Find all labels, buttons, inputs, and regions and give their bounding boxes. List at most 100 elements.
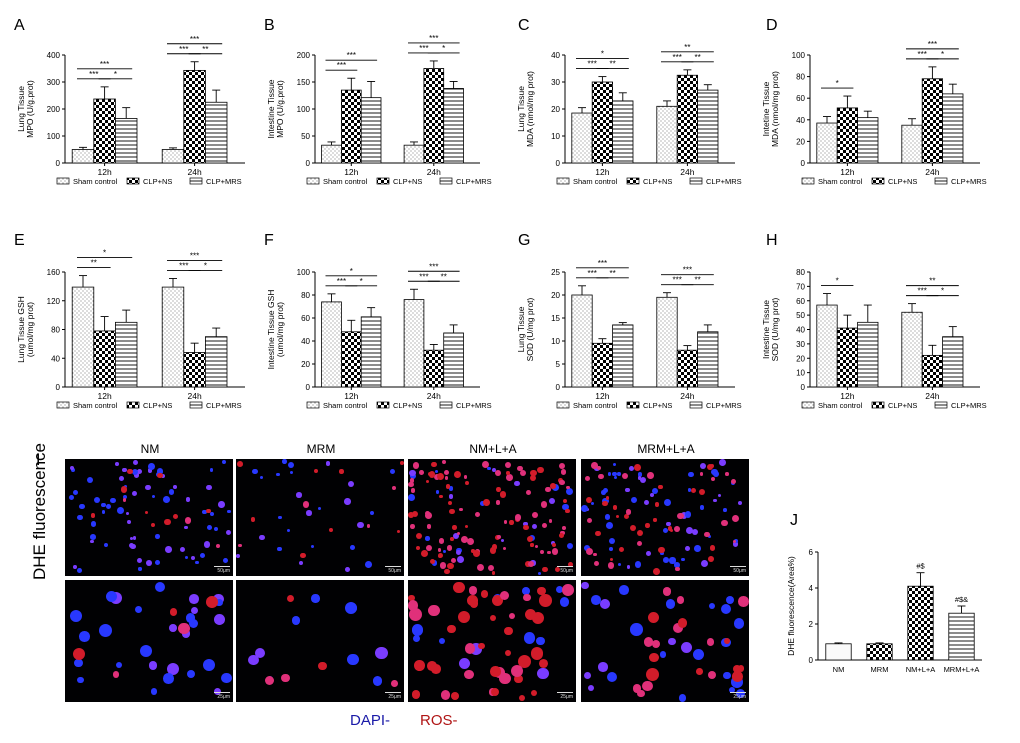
ros-cell [500,491,507,498]
ros-cell [523,524,529,531]
dapi-cell [163,673,174,684]
dapi-cell [106,590,118,602]
ros-cell [524,609,536,621]
dapi-cell [145,559,152,566]
ros-cell [618,546,625,553]
ros-cell [112,671,120,679]
ros-cell [464,525,468,529]
x-tick-label: 12h [98,391,112,401]
y-axis-label: DHE fluorescence(Area%) [786,556,796,656]
ros-cell [444,568,450,575]
dapi-cell [103,542,108,547]
ros-cell [464,669,475,680]
dapi-cell [680,511,688,519]
significance-label: * [941,287,944,296]
y-tick-label: 20 [551,291,560,300]
significance-label: *** [928,40,937,49]
legend-swatch [126,177,140,185]
legend-label: CLP+MRS [456,177,492,186]
ros-cell [584,475,591,482]
ros-cell [506,474,513,481]
scale-label: 25μm [560,694,573,700]
dapi-cell [523,521,528,527]
dapi-cell [411,624,424,636]
ros-cell [452,525,457,530]
dapi-cell [132,536,137,540]
significance-label: ** [441,272,447,281]
dapi-cell [665,599,675,609]
ros-cell [551,548,559,555]
dapi-cell [147,467,153,473]
dapi-cell [134,605,142,613]
legend-swatch [801,177,815,185]
dapi-cell [581,505,589,512]
x-tick-label: MRM+L+A [944,665,980,674]
legend-label: Sham control [73,401,118,410]
ros-cell [645,523,650,528]
dapi-cell [147,462,155,470]
dapi-cell [105,504,111,509]
y-axis-label: Intestine Tissue [761,300,771,359]
ros-cell [496,487,502,492]
dapi-cell [625,488,630,493]
dapi-cell [701,559,709,567]
dapi-cell [185,613,196,623]
y-tick-label: 160 [47,268,61,277]
dapi-cell [733,618,745,629]
ros-cell [602,500,608,507]
dapi-cell [630,497,637,504]
dapi-cell [115,661,122,668]
dapi-cell [79,631,90,642]
legend-label: CLP+MRS [951,401,987,410]
significance-label: *** [179,45,188,54]
dapi-cell [357,522,364,529]
ros-cell [517,465,524,472]
ros-cell [495,500,501,505]
ros-cell [397,529,401,533]
ros-cell [468,586,478,595]
ros-cell [476,563,484,571]
ros-cell [585,496,593,504]
significance-label: *** [347,51,356,60]
legend-label: CLP+MRS [206,177,242,186]
dapi-cell [567,543,574,550]
ros-cell [605,496,610,500]
dapi-cell [374,646,388,660]
y-tick-label: 50 [301,132,310,141]
significance-label: * [836,79,839,88]
ros-cell [437,554,442,559]
y-tick-label: 100 [297,268,311,277]
ros-cell [424,511,430,517]
ros-cell [429,559,435,565]
ros-cell [731,515,739,523]
dapi-cell [408,493,416,501]
column-title: MRM+L+A [637,442,695,456]
ros-cell [645,667,659,681]
annotation-label: #$& [955,595,968,604]
significance-label: * [350,267,353,276]
ros-cell [444,476,448,480]
ros-cell [540,550,545,555]
significance-label: ** [694,53,700,62]
scale-label: 50μm [217,568,230,574]
x-tick-label: MRM [871,665,889,674]
dapi-cell [129,536,134,541]
ros-cell [706,638,714,646]
ros-cell [428,471,436,478]
ros-cell [622,472,629,479]
dapi-cell [166,662,180,676]
panel-letter-I: I [36,452,41,469]
dapi-cell [605,514,611,520]
scale-bar [557,692,573,693]
dapi-cell [556,586,564,594]
ros-cell [539,658,549,668]
y-tick-label: 50 [796,311,805,320]
ros-cell [464,475,468,479]
ros-cell [593,552,598,557]
dapi-cell [69,609,82,623]
micrograph-mrm: 50μm [236,459,404,576]
ros-cell [558,462,565,469]
x-tick-label: 12h [595,391,609,401]
y-axis-label: Lung Tissue GSH [16,296,26,363]
ros-cell [548,518,553,523]
